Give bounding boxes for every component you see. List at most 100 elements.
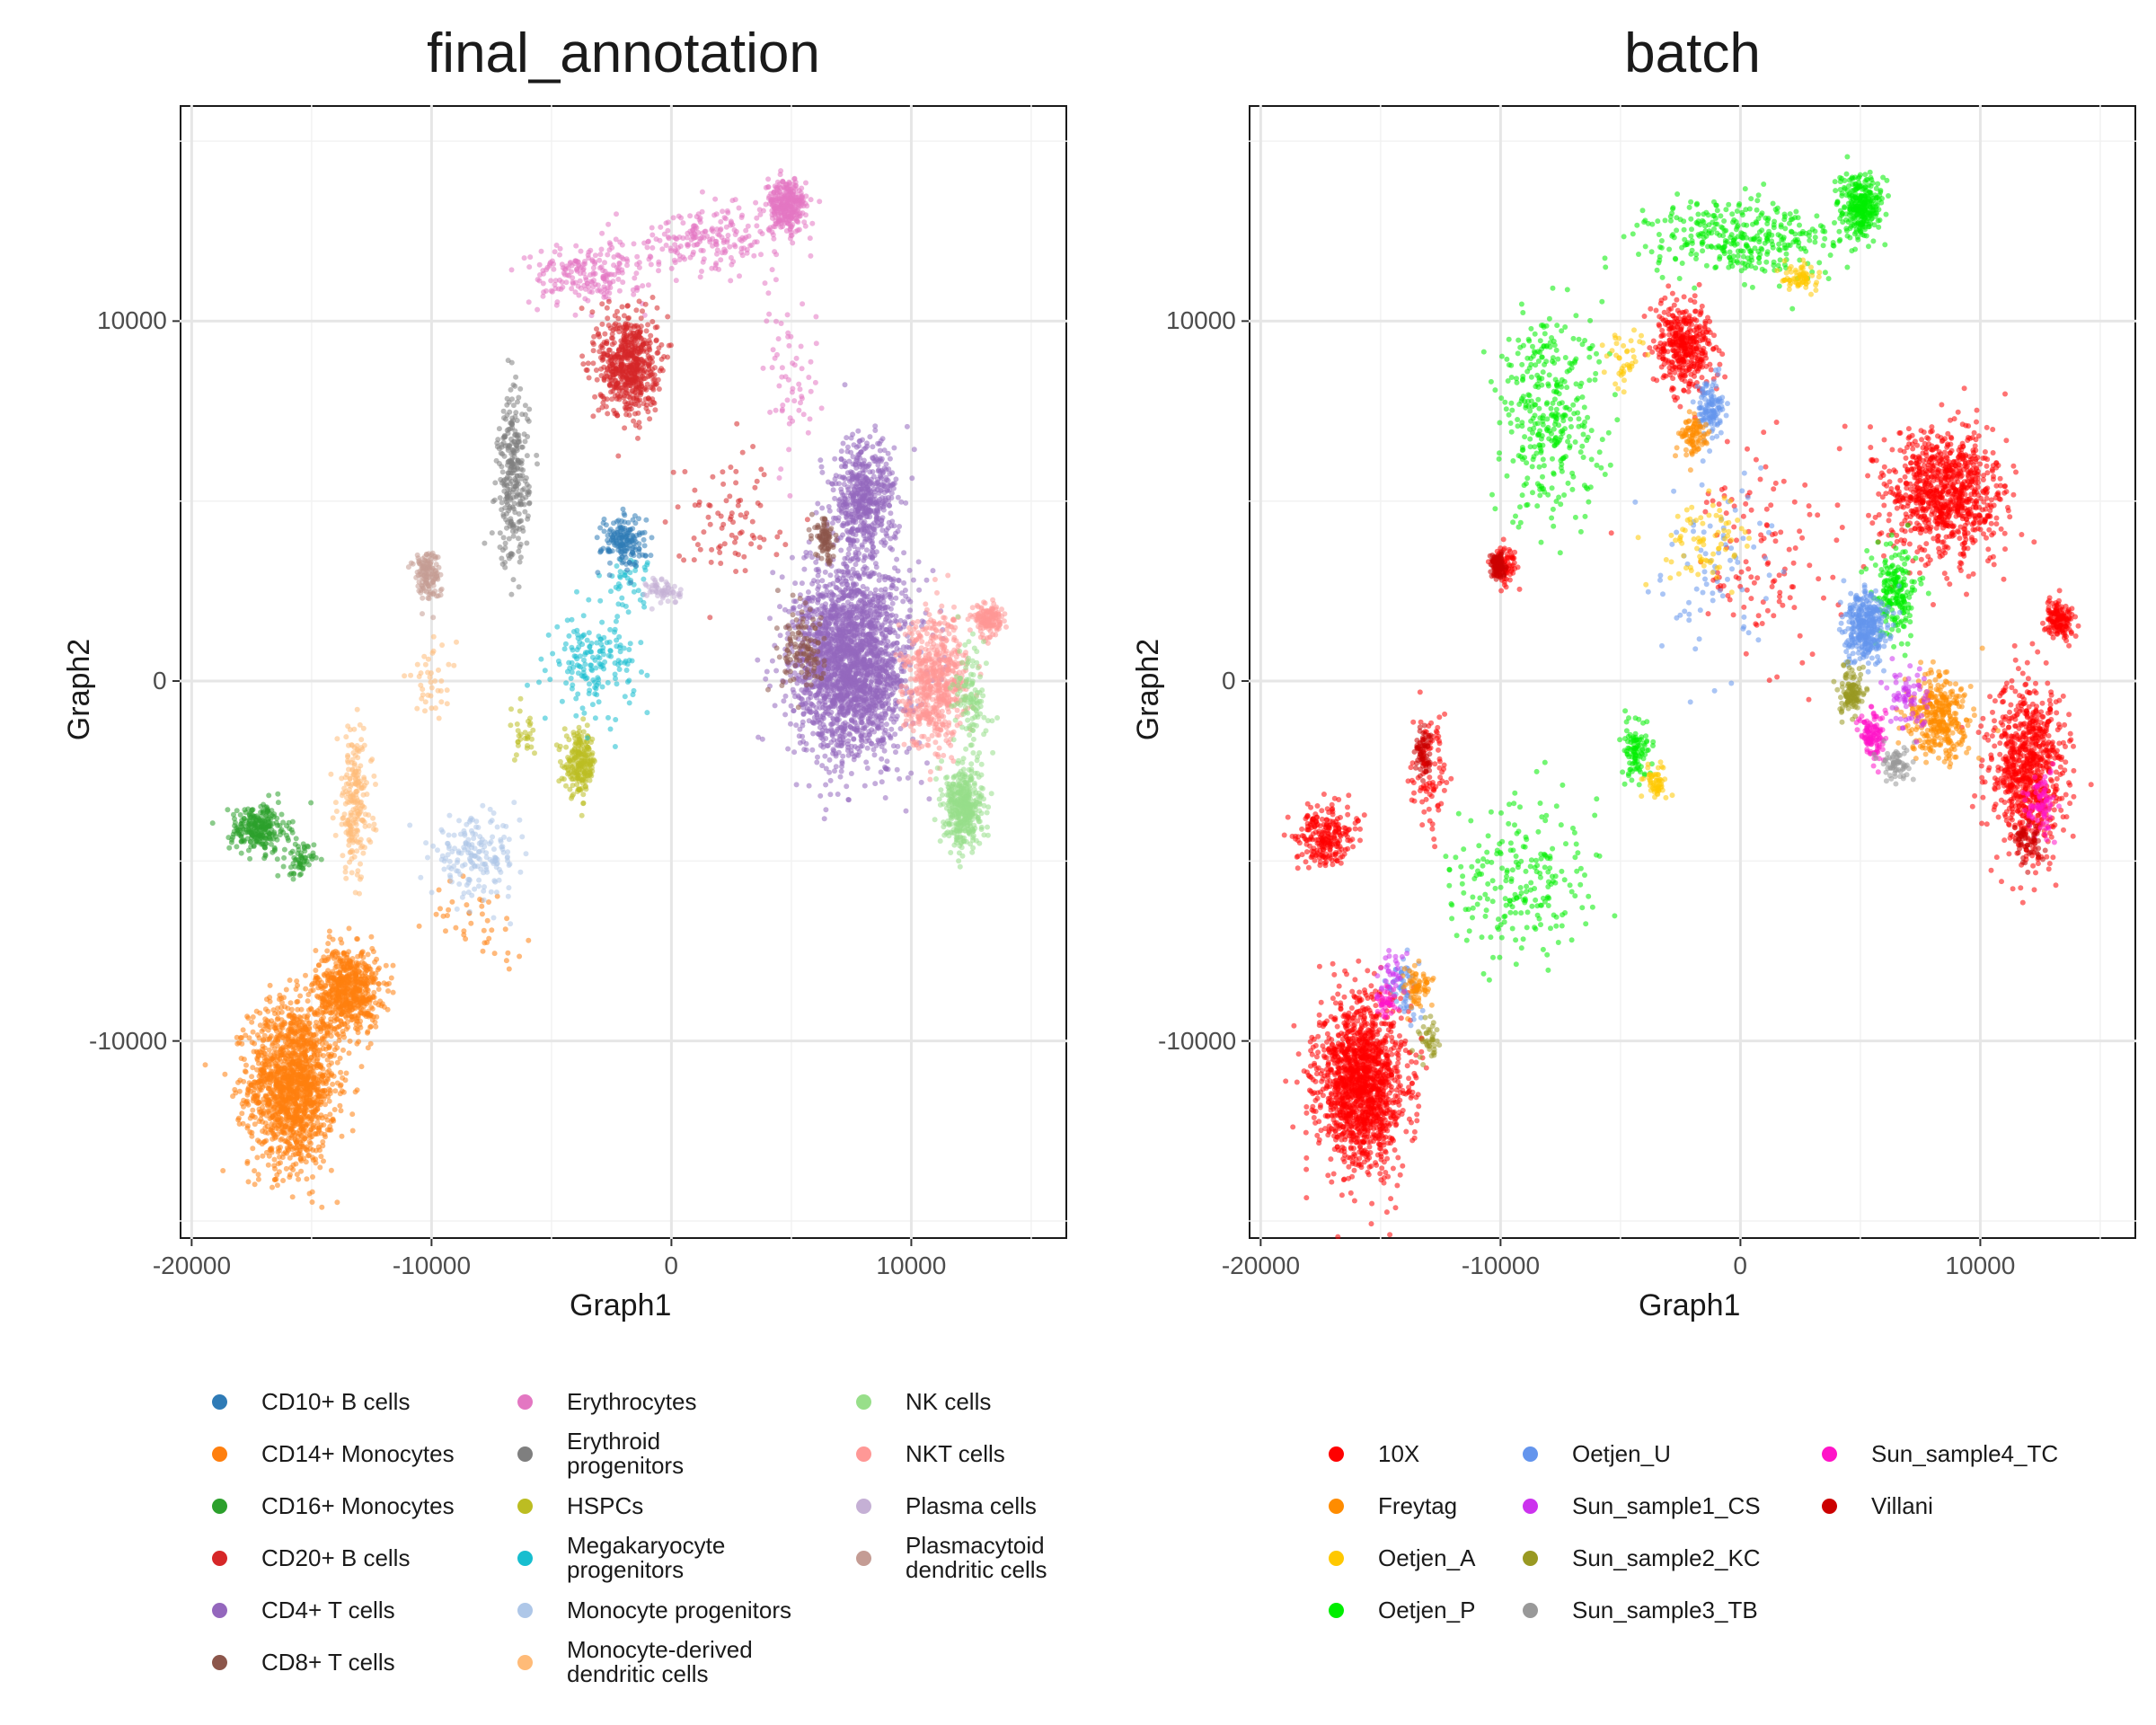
- data-point: [349, 970, 355, 977]
- data-point: [656, 268, 661, 274]
- data-point: [598, 246, 605, 252]
- data-point: [791, 189, 797, 195]
- data-point: [526, 264, 533, 270]
- data-point: [366, 974, 372, 980]
- data-point: [592, 281, 598, 288]
- data-point: [304, 1122, 310, 1128]
- data-point: [802, 223, 808, 229]
- data-point: [255, 1172, 261, 1178]
- data-point: [362, 845, 367, 851]
- data-point: [584, 735, 590, 741]
- data-point: [481, 870, 487, 876]
- data-point: [465, 876, 472, 882]
- data-point: [521, 501, 527, 508]
- data-point: [573, 695, 579, 702]
- data-point: [494, 893, 500, 899]
- data-point: [646, 256, 652, 262]
- data-point: [556, 778, 562, 784]
- data-point: [807, 235, 813, 242]
- data-point: [287, 1172, 293, 1178]
- data-point: [319, 1115, 325, 1121]
- data-point: [530, 727, 536, 733]
- data-point: [596, 257, 603, 263]
- data-point: [808, 388, 814, 394]
- data-point: [293, 986, 299, 992]
- data-point: [699, 189, 705, 195]
- data-point: [559, 698, 565, 704]
- data-point: [245, 1015, 252, 1022]
- data-point: [756, 207, 763, 213]
- data-point: [310, 1174, 315, 1180]
- data-point: [353, 805, 359, 811]
- data-point: [464, 882, 470, 889]
- data-point: [438, 699, 445, 705]
- data-point: [516, 548, 522, 554]
- data-point: [287, 1059, 293, 1066]
- data-point: [320, 1143, 326, 1149]
- data-point: [508, 420, 515, 427]
- data-point: [508, 460, 515, 465]
- data-point: [445, 852, 451, 858]
- data-point: [266, 1109, 272, 1114]
- data-point: [324, 1057, 331, 1063]
- data-point: [370, 977, 376, 982]
- data-point: [490, 846, 497, 853]
- data-point: [508, 267, 515, 273]
- data-point: [796, 381, 802, 387]
- data-point: [541, 289, 547, 296]
- data-point: [273, 1060, 278, 1066]
- data-point: [243, 1032, 249, 1039]
- data-point: [286, 1114, 292, 1120]
- data-point: [572, 735, 579, 741]
- data-point: [259, 1141, 265, 1147]
- data-point: [721, 215, 728, 221]
- data-point: [355, 868, 361, 874]
- data-point: [287, 1154, 293, 1161]
- data-point: [422, 699, 429, 705]
- data-point: [278, 1160, 283, 1166]
- data-point: [776, 475, 782, 481]
- data-point: [350, 995, 357, 1001]
- left-x-axis-title: Graph1: [570, 1288, 672, 1322]
- data-point: [372, 1019, 378, 1025]
- data-point: [302, 1136, 308, 1142]
- data-point: [290, 1152, 296, 1158]
- data-point: [271, 829, 278, 836]
- data-point: [241, 816, 247, 822]
- data-point: [779, 365, 785, 371]
- data-point: [447, 874, 454, 880]
- data-point: [541, 270, 546, 277]
- data-point: [416, 674, 422, 679]
- data-point: [469, 827, 474, 834]
- data-point: [500, 823, 506, 828]
- data-point: [325, 1024, 331, 1031]
- data-point: [641, 543, 648, 549]
- data-point: [293, 1083, 299, 1089]
- data-point: [311, 1052, 317, 1058]
- data-point: [643, 517, 649, 523]
- data-point: [745, 223, 751, 229]
- data-point: [787, 492, 793, 499]
- data-point: [818, 405, 825, 411]
- data-point: [259, 1028, 265, 1034]
- data-point: [262, 1006, 269, 1013]
- data-point: [433, 911, 439, 917]
- data-point: [787, 222, 793, 227]
- data-point: [256, 1106, 262, 1112]
- data-point: [612, 660, 618, 666]
- data-point: [272, 1176, 278, 1182]
- data-point: [744, 250, 750, 256]
- data-point: [512, 428, 518, 434]
- data-point: [592, 715, 598, 721]
- data-point: [301, 1013, 307, 1020]
- data-point: [612, 271, 617, 278]
- data-point: [432, 678, 438, 684]
- data-point: [780, 179, 786, 185]
- data-point: [295, 1075, 301, 1082]
- data-point: [524, 540, 530, 546]
- data-point: [780, 402, 786, 408]
- data-point: [344, 973, 350, 979]
- data-point: [339, 1088, 345, 1094]
- data-point: [500, 408, 507, 414]
- data-point: [778, 168, 784, 174]
